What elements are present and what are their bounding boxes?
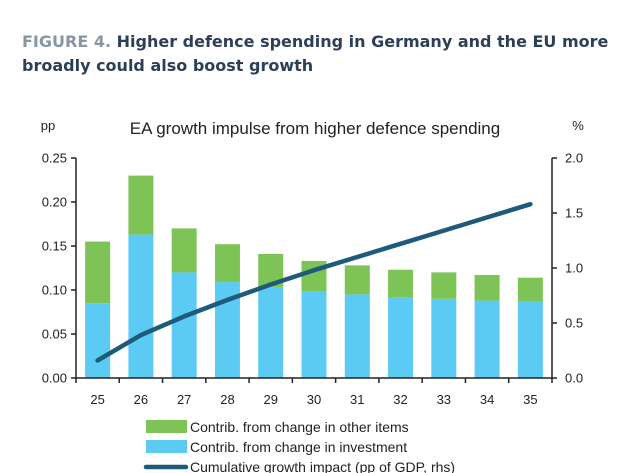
bar-investment-27	[171, 272, 197, 378]
figure-title: Higher defence spending in Germany and t…	[22, 32, 609, 75]
bar-investment-30	[301, 291, 327, 378]
legend-label: Contrib. from change in investment	[190, 439, 407, 455]
bar-investment-25	[85, 303, 111, 378]
bar-other-35	[517, 277, 543, 302]
legend-label: Contrib. from change in other items	[190, 419, 409, 435]
legend-swatch	[146, 420, 187, 433]
x-tick-label: 28	[220, 392, 234, 407]
y2-axis-label: %	[572, 118, 584, 133]
bar-other-25	[85, 241, 111, 304]
bar-investment-33	[431, 298, 457, 378]
legend-label: Cumulative growth impact (pp of GDP, rhs…	[190, 459, 455, 473]
x-tick-label: 25	[90, 392, 104, 407]
x-tick-label: 34	[480, 392, 494, 407]
figure-heading: FIGURE 4. Higher defence spending in Ger…	[22, 30, 622, 78]
bars-layer	[85, 175, 543, 378]
x-tick-label: 29	[263, 392, 277, 407]
figure-label: FIGURE 4.	[22, 32, 112, 51]
x-tick-label: 32	[393, 392, 407, 407]
bar-other-28	[214, 244, 240, 283]
y-tick-label: 0.15	[42, 239, 67, 254]
line-layer	[95, 201, 533, 363]
legend-swatch	[146, 440, 187, 453]
y-tick-label: 0.05	[42, 327, 67, 342]
bar-investment-29	[258, 287, 284, 378]
cumulative-impact-line	[95, 201, 533, 363]
bar-other-26	[128, 175, 154, 235]
bar-investment-26	[128, 234, 154, 378]
bar-investment-31	[344, 294, 370, 378]
bar-other-32	[388, 269, 414, 298]
bar-other-27	[171, 228, 197, 273]
bar-investment-35	[517, 301, 543, 378]
x-tick-label: 27	[177, 392, 191, 407]
y2-tick-label: 1.5	[565, 206, 583, 221]
chart-title: EA growth impulse from higher defence sp…	[130, 119, 500, 138]
bar-other-34	[474, 275, 500, 301]
bar-investment-34	[474, 300, 500, 378]
legend: Contrib. from change in other items Contr…	[143, 419, 455, 473]
bar-other-33	[431, 272, 457, 299]
y-tick-label: 0.00	[42, 371, 67, 386]
y2-tick-label: 2.0	[565, 151, 583, 166]
y-axis-label: pp	[41, 118, 55, 133]
bar-other-31	[344, 265, 370, 295]
x-tick-label: 26	[134, 392, 148, 407]
x-tick-label: 35	[523, 392, 537, 407]
y2-tick-label: 0.0	[565, 371, 583, 386]
x-tick-label: 30	[307, 392, 321, 407]
bar-investment-32	[388, 297, 414, 378]
x-tick-label: 31	[350, 392, 364, 407]
y2-tick-label: 1.0	[565, 261, 583, 276]
x-tick-label: 33	[437, 392, 451, 407]
y2-tick-label: 0.5	[565, 316, 583, 331]
y-tick-label: 0.25	[42, 151, 67, 166]
y-tick-label: 0.20	[42, 195, 67, 210]
y-tick-label: 0.10	[42, 283, 67, 298]
axes-layer: 0.00 0.05 0.10 0.15 0.20 0.25 0.0 0.5 1.0 1.5 2.0 2…	[42, 151, 583, 408]
